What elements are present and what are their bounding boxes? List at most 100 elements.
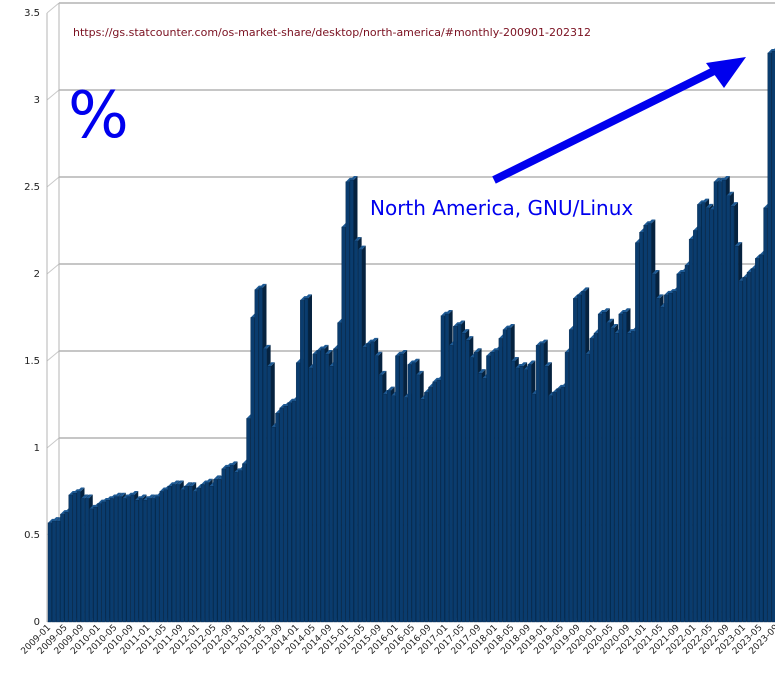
bar-front: [432, 381, 437, 623]
bar-top: [730, 202, 739, 207]
bar-front: [287, 402, 292, 623]
bar-front: [717, 181, 722, 623]
bar-front: [449, 345, 453, 623]
bar-front: [184, 486, 189, 623]
bar-front: [258, 287, 263, 623]
bar-front: [382, 393, 387, 623]
bar-front: [726, 195, 731, 623]
bar-top: [176, 480, 184, 485]
bar-top: [76, 487, 85, 492]
gridline-depth: [46, 350, 60, 362]
bar-front: [366, 343, 371, 623]
bar-front: [105, 500, 110, 623]
bar-front: [101, 501, 106, 623]
bar-top: [321, 344, 329, 349]
bar-front: [585, 353, 590, 623]
bar-front: [527, 364, 532, 623]
bar-front: [138, 498, 143, 623]
bar-top: [474, 348, 482, 353]
bar-front: [424, 392, 429, 623]
bar-front: [126, 496, 131, 623]
bar-front: [767, 52, 772, 623]
bar-front: [271, 426, 276, 623]
bar-top: [701, 198, 710, 203]
bar-top: [461, 329, 470, 334]
bar-front: [337, 322, 342, 623]
bar-front: [469, 357, 474, 623]
bar-front: [60, 513, 65, 623]
bar-front: [180, 489, 185, 623]
bar-front: [213, 479, 218, 623]
bar-top: [325, 350, 333, 355]
bar-top: [354, 236, 362, 241]
bar-front: [444, 313, 449, 623]
bar-top: [527, 360, 536, 365]
bar-top: [399, 350, 408, 355]
bar-front: [188, 486, 193, 623]
trend-arrow-shaft: [492, 66, 718, 184]
bar-top: [544, 362, 552, 367]
bar-front: [200, 484, 205, 623]
bar-front: [568, 329, 573, 623]
bar-front: [631, 331, 635, 623]
bar-top: [184, 482, 193, 487]
bar-front: [473, 352, 478, 623]
bar-front: [647, 223, 652, 623]
bar-top: [118, 492, 126, 497]
bar-top: [511, 357, 519, 361]
bar-front: [544, 366, 549, 623]
bar-front: [147, 498, 152, 623]
y-axis-ticks: 0 0.5 1 1.5 2 2.5 3 3.5: [24, 8, 40, 628]
bar-top: [304, 294, 312, 299]
bar-front: [362, 346, 367, 623]
bar-front: [705, 207, 710, 623]
bar-front: [498, 338, 503, 623]
bar-front: [225, 466, 230, 623]
gridline-depth: [46, 176, 60, 188]
bar-front: [358, 249, 362, 623]
bar-front: [577, 294, 582, 623]
gridline-depth: [46, 2, 60, 14]
bar-front: [353, 240, 358, 623]
bar-front: [763, 207, 768, 623]
bar-front: [341, 226, 346, 623]
bar-front: [531, 393, 536, 623]
bar-top: [581, 287, 590, 292]
bar-top: [349, 176, 358, 181]
bar-front: [457, 324, 462, 623]
annotation-label: North America, GNU/Linux: [370, 196, 633, 220]
bar-front: [85, 498, 89, 623]
bar-front: [420, 399, 425, 623]
bar-top: [139, 494, 147, 499]
bar-front: [312, 353, 317, 623]
bar-front: [614, 332, 619, 623]
bar-top: [734, 242, 743, 247]
bar-front: [540, 343, 544, 623]
x-axis-ticks: 2009-012009-052009-092010-012010-052010-…: [20, 623, 775, 657]
bar-top: [647, 219, 656, 224]
bar: [771, 48, 775, 623]
y-tick-label: 2.5: [24, 182, 40, 193]
bar-front: [176, 484, 180, 623]
bar-front: [395, 355, 400, 623]
y-tick-label: 0.5: [24, 530, 40, 541]
bar-front: [72, 493, 77, 623]
bar-front: [548, 395, 553, 623]
bar-front: [217, 479, 222, 623]
bar-front: [283, 406, 288, 623]
bar-front: [333, 348, 338, 623]
bar-front: [97, 503, 102, 623]
bar-front: [556, 388, 561, 623]
bar-front: [552, 392, 557, 623]
bar-front: [693, 230, 698, 623]
bar-front: [142, 500, 147, 623]
bar-top: [374, 351, 383, 356]
bar-top: [378, 370, 387, 375]
bar-front: [672, 291, 677, 623]
bar-front: [378, 374, 383, 623]
bar-top: [705, 203, 714, 208]
bar-front: [262, 348, 267, 623]
bar-front: [374, 355, 379, 623]
bar-front: [519, 366, 524, 623]
bar-front: [688, 238, 693, 623]
